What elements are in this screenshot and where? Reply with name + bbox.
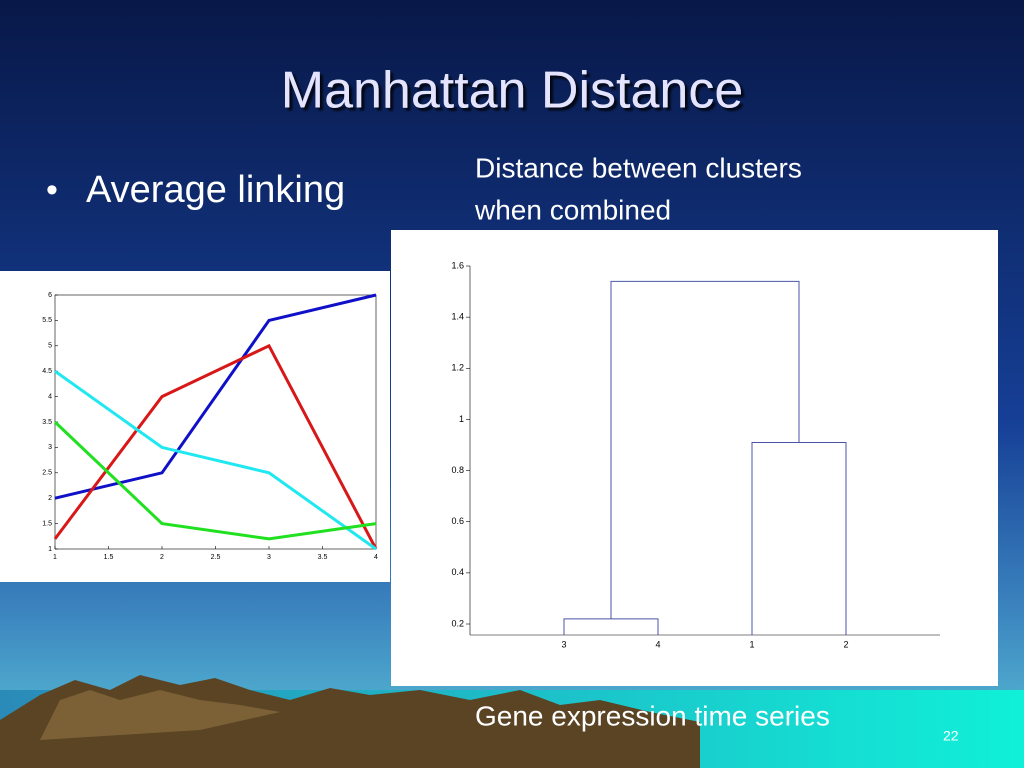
bullet-glyph: •	[46, 171, 58, 209]
y-tick-label: 2	[48, 495, 52, 502]
chart-panel	[391, 230, 998, 686]
series-line	[53, 343, 378, 550]
leaf-label: 3	[561, 639, 566, 649]
y-tick-label: 5	[48, 343, 52, 350]
y-tick-label: 6	[48, 292, 52, 299]
x-tick-label: 3	[267, 554, 271, 561]
y-tick-label: 1.4	[451, 312, 464, 322]
bullet-text: Average linking	[86, 169, 345, 211]
y-tick-label: 1.6	[451, 260, 464, 270]
y-tick-label: 1	[459, 414, 464, 424]
dendrogram-link	[751, 441, 847, 635]
y-tick-label: 0.4	[451, 567, 464, 577]
y-tick-label: 4	[48, 393, 52, 400]
leaf-label: 2	[843, 639, 848, 649]
dendrogram-link	[610, 280, 800, 619]
x-tick-label: 1	[53, 554, 57, 561]
x-tick-label: 3.5	[318, 554, 328, 561]
footer-caption: Gene expression time series	[475, 700, 830, 731]
slide-title: Manhattan Distance	[281, 62, 744, 120]
caption: Distance between clusters	[475, 152, 802, 183]
y-tick-label: 3	[48, 444, 52, 451]
y-tick-label: 1	[48, 546, 52, 553]
x-tick-label: 2.5	[211, 554, 221, 561]
dendrogram-link	[563, 618, 659, 635]
series-line	[54, 293, 377, 500]
x-tick-label: 2	[160, 554, 164, 561]
x-tick-label: 1.5	[104, 554, 114, 561]
series-line	[53, 420, 377, 541]
leaf-label: 4	[655, 639, 660, 649]
y-tick-label: 5.5	[42, 317, 52, 324]
caption: when combined	[474, 194, 671, 225]
leaf-label: 1	[749, 639, 754, 649]
mountain-light	[40, 690, 280, 740]
series-line	[54, 369, 377, 551]
y-tick-label: 0.8	[451, 465, 464, 475]
y-tick-label: 4.5	[42, 368, 52, 375]
y-tick-label: 1.2	[451, 363, 464, 373]
page-number: 22	[943, 728, 959, 744]
y-tick-label: 0.6	[451, 516, 464, 526]
y-tick-label: 0.2	[451, 618, 464, 628]
y-tick-label: 2.5	[42, 470, 52, 477]
x-tick-label: 4	[374, 554, 378, 561]
y-tick-label: 1.5	[42, 520, 52, 527]
y-tick-label: 3.5	[42, 419, 52, 426]
